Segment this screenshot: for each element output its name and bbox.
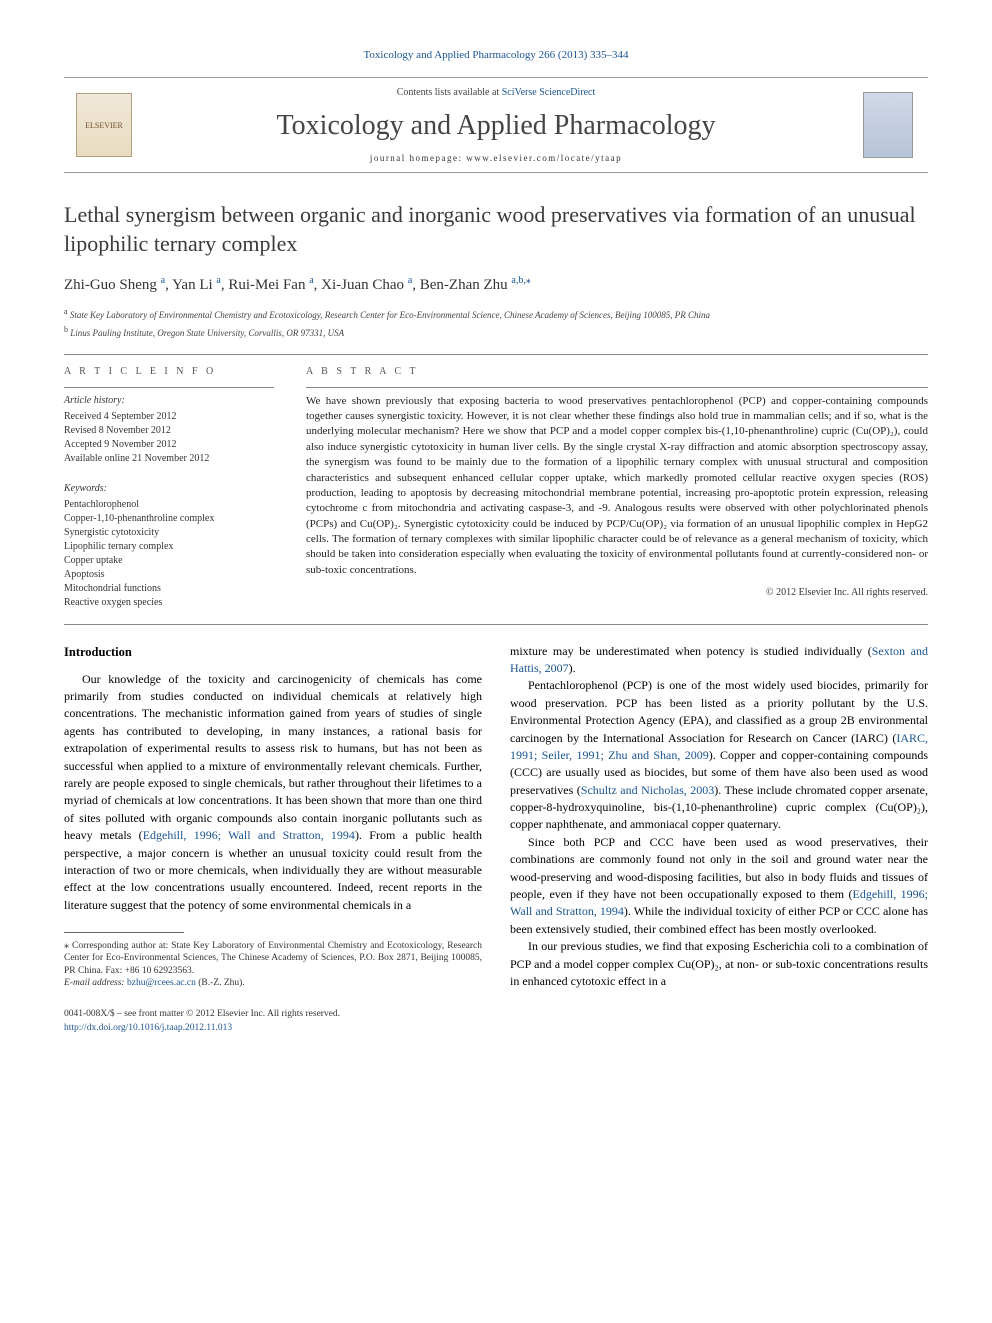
article-info-column: A R T I C L E I N F O Article history: R… [64, 365, 274, 610]
publisher-logo-wrap: ELSEVIER [64, 93, 144, 157]
history-label: Article history: [64, 394, 274, 408]
email-link[interactable]: bzhu@rcees.ac.cn [127, 978, 196, 988]
page-footer: 0041-008X/$ – see front matter © 2012 El… [64, 1008, 928, 1035]
affiliation: b Linus Pauling Institute, Oregon State … [64, 324, 928, 340]
author-list: Zhi-Guo Sheng a, Yan Li a, Rui-Mei Fan a… [64, 274, 928, 296]
body-paragraph: In our previous studies, we find that ex… [510, 938, 928, 990]
keyword: Synergistic cytotoxicity [64, 526, 274, 540]
keyword: Lipophilic ternary complex [64, 540, 274, 554]
keyword: Copper-1,10-phenanthroline complex [64, 512, 274, 526]
history-item: Available online 21 November 2012 [64, 452, 274, 466]
keyword: Mitochondrial functions [64, 582, 274, 596]
body-paragraph: Since both PCP and CCC have been used as… [510, 834, 928, 938]
abstract-column: A B S T R A C T We have shown previously… [306, 365, 928, 610]
divider [306, 387, 928, 388]
divider [64, 624, 928, 625]
contents-line: Contents lists available at SciVerse Sci… [144, 86, 848, 100]
footnote-divider [64, 932, 184, 933]
abstract-text: We have shown previously that exposing b… [306, 394, 928, 579]
citation-link[interactable]: Schultz and Nicholas, 2003 [581, 783, 714, 797]
author: Zhi-Guo Sheng a [64, 277, 165, 293]
author: Xi-Juan Chao a [321, 277, 412, 293]
elsevier-logo: ELSEVIER [76, 93, 132, 157]
affiliation: a State Key Laboratory of Environmental … [64, 306, 928, 322]
right-column: mixture may be underestimated when poten… [510, 643, 928, 991]
body-columns: Introduction Our knowledge of the toxici… [64, 643, 928, 991]
history-item: Accepted 9 November 2012 [64, 438, 274, 452]
body-paragraph: Pentachlorophenol (PCP) is one of the mo… [510, 677, 928, 834]
journal-cover-thumb [863, 92, 913, 158]
email-footnote: E-mail address: bzhu@rcees.ac.cn (B.-Z. … [64, 977, 482, 989]
history-item: Received 4 September 2012 [64, 410, 274, 424]
keyword: Apoptosis [64, 568, 274, 582]
homepage-url[interactable]: www.elsevier.com/locate/ytaap [466, 153, 622, 163]
author: Yan Li a [172, 277, 221, 293]
history-item: Revised 8 November 2012 [64, 424, 274, 438]
author: Ben-Zhan Zhu a,b,⁎ [420, 277, 531, 293]
divider [64, 354, 928, 355]
doi-link[interactable]: http://dx.doi.org/10.1016/j.taap.2012.11… [64, 1022, 340, 1035]
body-paragraph: Our knowledge of the toxicity and carcin… [64, 671, 482, 914]
divider [64, 387, 274, 388]
star-icon: ⁎ [64, 940, 69, 951]
journal-name: Toxicology and Applied Pharmacology [144, 106, 848, 145]
corresponding-author-footnote: ⁎ Corresponding author at: State Key Lab… [64, 939, 482, 977]
journal-banner: ELSEVIER Contents lists available at Sci… [64, 77, 928, 173]
contents-prefix: Contents lists available at [397, 87, 502, 98]
article-title: Lethal synergism between organic and ino… [64, 201, 928, 258]
body-paragraph: mixture may be underestimated when poten… [510, 643, 928, 678]
keyword: Reactive oxygen species [64, 596, 274, 610]
abstract-head: A B S T R A C T [306, 365, 928, 379]
article-info-head: A R T I C L E I N F O [64, 365, 274, 379]
front-matter-line: 0041-008X/$ – see front matter © 2012 El… [64, 1008, 340, 1021]
author: Rui-Mei Fan a [228, 277, 313, 293]
keywords-label: Keywords: [64, 482, 274, 496]
keyword: Pentachlorophenol [64, 498, 274, 512]
scidirect-link[interactable]: SciVerse ScienceDirect [502, 87, 596, 98]
keyword: Copper uptake [64, 554, 274, 568]
citation-link[interactable]: Edgehill, 1996; Wall and Stratton, 1994 [143, 828, 355, 842]
left-column: Introduction Our knowledge of the toxici… [64, 643, 482, 991]
abstract-copyright: © 2012 Elsevier Inc. All rights reserved… [306, 586, 928, 600]
introduction-heading: Introduction [64, 643, 482, 661]
corresponding-star-icon: ⁎ [526, 275, 531, 286]
journal-homepage: journal homepage: www.elsevier.com/locat… [144, 152, 848, 165]
citation-link[interactable]: Toxicology and Applied Pharmacology 266 … [64, 48, 928, 63]
cover-thumb-wrap [848, 92, 928, 158]
